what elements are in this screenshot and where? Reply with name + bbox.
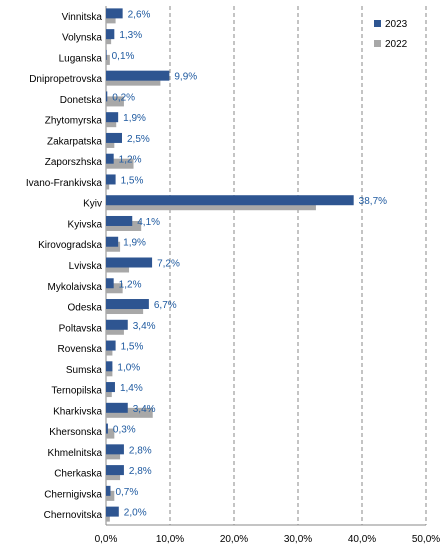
legend-label-2022: 2022: [385, 39, 408, 50]
category-label: Kirovogradska: [38, 240, 102, 251]
bar-2023: [106, 319, 128, 330]
data-label: 1,5%: [121, 175, 144, 186]
bar-2023: [106, 402, 128, 413]
category-label: Luganska: [59, 53, 103, 64]
data-label: 0,3%: [113, 425, 136, 436]
bar-2023: [106, 257, 153, 268]
bar-2023: [106, 485, 111, 496]
x-tick-labels: 0,0% 10,0% 20,0% 30,0% 40,0% 50,0%: [95, 534, 441, 545]
legend: 2023 2022: [374, 19, 408, 50]
category-labels: Vinnitska Volynska Luganska Dnipropetrovska…: [26, 12, 103, 521]
category-label: Lvivska: [69, 261, 103, 272]
bar-2023: [106, 506, 119, 517]
legend-swatch-2023: [374, 20, 381, 27]
bar-2022: [106, 428, 115, 439]
data-label: 3,4%: [133, 321, 156, 332]
bar-2023: [106, 29, 115, 40]
category-label: Zakarpatska: [47, 136, 102, 147]
bar-2023: [106, 153, 114, 164]
category-label: Khmelnitska: [48, 448, 103, 459]
data-label: 1,9%: [123, 113, 146, 124]
bar-2023: [106, 465, 124, 476]
category-label: Donetska: [60, 95, 103, 106]
legend-swatch-2022: [374, 40, 381, 47]
data-label: 1,2%: [119, 279, 142, 290]
data-label: 1,4%: [120, 383, 143, 394]
bar-2022: [106, 96, 124, 107]
category-label: Dnipropetrovska: [29, 74, 102, 85]
category-label: Mykolaivska: [48, 282, 103, 293]
data-label: 1,9%: [123, 238, 146, 249]
data-label: 1,0%: [117, 362, 140, 373]
data-label: 2,5%: [127, 134, 150, 145]
data-label: 0,7%: [115, 487, 138, 498]
bar-2023: [106, 132, 122, 143]
bar-2023: [106, 361, 113, 372]
data-label: 6,7%: [154, 300, 177, 311]
data-label: 2,8%: [129, 445, 152, 456]
data-label: 0,1%: [112, 51, 135, 62]
category-label: Kyivska: [68, 219, 103, 230]
category-label: Chernovitska: [44, 510, 103, 521]
x-tick-label: 50,0%: [412, 534, 440, 545]
bars: [106, 8, 354, 522]
category-label: Kyiv: [83, 199, 102, 210]
bar-2023: [106, 382, 115, 393]
bar-2023: [106, 299, 149, 310]
bar-2023: [106, 91, 108, 102]
bar-2022: [106, 407, 153, 418]
data-label: 4,1%: [137, 217, 160, 228]
category-label: Zaporszhska: [45, 157, 103, 168]
x-tick-label: 40,0%: [348, 534, 376, 545]
bar-2023: [106, 423, 108, 434]
category-label: Sumska: [66, 365, 103, 376]
bar-2023: [106, 236, 119, 247]
category-label: Khersonska: [49, 427, 102, 438]
bar-2023: [106, 112, 119, 123]
bar-2023: [106, 174, 116, 185]
data-label: 3,4%: [133, 404, 156, 415]
x-tick-label: 30,0%: [284, 534, 312, 545]
bar-2023: [106, 278, 114, 289]
data-label: 9,9%: [174, 72, 197, 83]
data-label: 7,2%: [157, 259, 180, 270]
data-label: 2,0%: [124, 508, 147, 519]
bar-2022: [106, 158, 134, 169]
category-label: Zhytomyrska: [45, 116, 103, 127]
bar-2023: [106, 49, 107, 60]
category-label: Ternopilska: [51, 386, 102, 397]
data-label: 38,7%: [359, 196, 387, 207]
bar-2023: [106, 215, 133, 226]
data-labels: 2,6% 1,3% 0,1% 9,9% 0,2% 1,9% 2,5% 1,2% 1,5% 38,7…: [112, 9, 388, 518]
category-label: Odeska: [68, 303, 103, 314]
category-label: Poltavska: [59, 323, 103, 334]
bar-2023: [106, 195, 354, 206]
data-label: 1,5%: [121, 342, 144, 353]
x-tick-label: 10,0%: [156, 534, 184, 545]
category-label: Ivano-Frankivska: [26, 178, 103, 189]
data-label: 0,2%: [112, 92, 135, 103]
data-label: 2,8%: [129, 466, 152, 477]
bar-2022: [106, 54, 110, 65]
category-label: Volynska: [62, 33, 102, 44]
data-label: 1,3%: [119, 30, 142, 41]
x-tick-label: 20,0%: [220, 534, 248, 545]
bar-2023: [106, 444, 124, 455]
data-label: 1,2%: [119, 155, 142, 166]
data-label: 2,6%: [128, 9, 151, 20]
bar-2023: [106, 70, 170, 81]
x-tick-label: 0,0%: [95, 534, 118, 545]
category-label: Vinnitska: [62, 12, 103, 23]
legend-label-2023: 2023: [385, 19, 408, 30]
bar-2023: [106, 8, 123, 19]
bar-2022: [106, 283, 123, 294]
category-label: Kharkivska: [53, 406, 102, 417]
category-label: Cherkaska: [54, 469, 102, 480]
bar-2023: [106, 340, 116, 351]
category-label: Rovenska: [58, 344, 103, 355]
category-label: Chernigivska: [44, 489, 102, 500]
